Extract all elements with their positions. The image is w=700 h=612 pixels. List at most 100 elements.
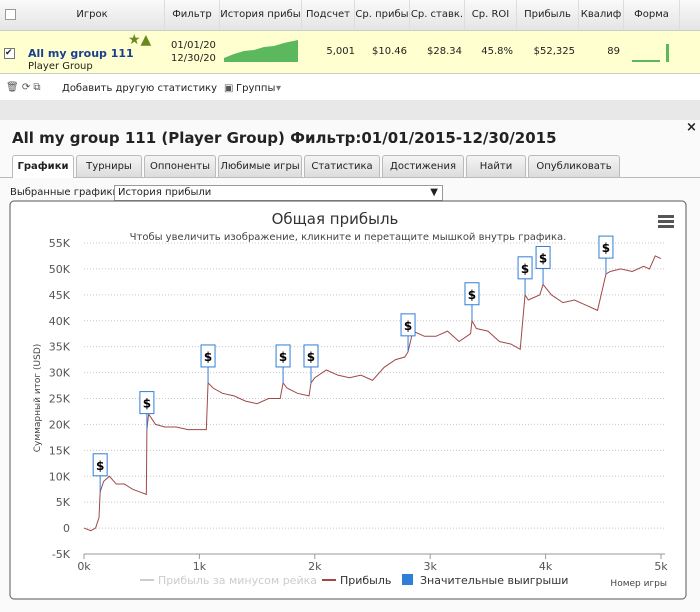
groups-caret[interactable]: ▾ bbox=[276, 83, 282, 94]
tab[interactable]: Достижения bbox=[382, 155, 464, 177]
tab-line bbox=[0, 177, 700, 178]
column-header[interactable]: Фильтр bbox=[165, 0, 220, 31]
form-bars bbox=[632, 44, 669, 62]
sparkline bbox=[224, 40, 298, 62]
column-header[interactable]: Ср. прибы bbox=[355, 0, 410, 31]
flag[interactable] bbox=[275, 344, 291, 368]
flag[interactable] bbox=[598, 235, 614, 259]
groups-icon[interactable]: ▣ bbox=[224, 83, 234, 94]
flag-label: $ bbox=[521, 262, 529, 276]
player-name[interactable]: All my group 111 bbox=[28, 47, 134, 60]
count-text: 5,001 bbox=[326, 46, 355, 57]
flag[interactable] bbox=[200, 344, 216, 368]
column-header[interactable]: Ср. ROI bbox=[465, 0, 517, 31]
data-row bbox=[0, 31, 700, 74]
x-tick-label: 5k bbox=[654, 560, 668, 573]
column-header[interactable]: Квалиф bbox=[579, 0, 624, 31]
add-stat[interactable]: Добавить другую статистику bbox=[62, 83, 218, 94]
tab[interactable]: Турниры bbox=[76, 155, 142, 177]
panel-title: All my group 111 (Player Group) Фильтр:0… bbox=[12, 129, 557, 147]
chart-subtitle: Чтобы увеличить изображение, кликните и … bbox=[130, 232, 567, 243]
y-tick-label: 45K bbox=[49, 289, 71, 302]
flag-label: $ bbox=[404, 319, 412, 333]
flag[interactable] bbox=[464, 282, 480, 306]
flag-label: $ bbox=[539, 251, 547, 265]
x-tick-label: 4k bbox=[539, 560, 553, 573]
roi-text: 45.8% bbox=[481, 46, 513, 57]
tab[interactable]: Опубликовать bbox=[528, 155, 620, 177]
row-check[interactable]: ✔ bbox=[4, 48, 15, 59]
count: 5,001 bbox=[302, 31, 355, 73]
x-tick-label: 2k bbox=[308, 560, 322, 573]
avg-profit: $10.46 bbox=[355, 31, 407, 73]
column-header[interactable]: Ср. ставк. bbox=[410, 0, 465, 31]
icons: ★▲ bbox=[128, 32, 152, 48]
column-header[interactable]: Игрок bbox=[20, 0, 165, 31]
tab[interactable]: Статистика bbox=[304, 155, 380, 177]
legend-item[interactable]: Прибыль за минусом рейка bbox=[158, 574, 317, 587]
y-tick-label: 35K bbox=[49, 341, 71, 354]
chart-title: Общая прибыль bbox=[272, 210, 399, 228]
chart-frame bbox=[9, 200, 687, 600]
y-tick-label: 50K bbox=[49, 263, 71, 276]
flag[interactable] bbox=[92, 453, 108, 477]
tab[interactable]: Любимые игры bbox=[218, 155, 302, 177]
x-axis-label: Номер игры bbox=[610, 579, 667, 589]
tab[interactable]: Графики bbox=[12, 155, 74, 178]
flag[interactable] bbox=[535, 245, 551, 269]
column-header[interactable]: Форма bbox=[624, 0, 680, 31]
separator bbox=[0, 100, 700, 120]
flag-label: $ bbox=[143, 397, 151, 411]
legend-symbol[interactable] bbox=[402, 574, 413, 585]
roi: 45.8% bbox=[465, 31, 513, 73]
x-tick-label: 0k bbox=[77, 560, 91, 573]
toolbar-icons[interactable]: 🗑 ⟳ ⧉ bbox=[6, 82, 41, 93]
player-type: Player Group bbox=[28, 61, 93, 72]
tab[interactable]: Найти bbox=[466, 155, 526, 177]
avg-profit-text: $10.46 bbox=[372, 46, 407, 57]
y-tick-label: -5K bbox=[52, 548, 71, 561]
column-header[interactable]: Подсчет bbox=[302, 0, 355, 31]
groups[interactable]: Группы bbox=[236, 83, 276, 94]
x-tick-label: 1k bbox=[193, 560, 207, 573]
close[interactable]: × bbox=[686, 120, 697, 135]
qualif-text: 89 bbox=[607, 46, 620, 57]
legend-item[interactable]: Прибыль bbox=[340, 574, 391, 587]
flag[interactable] bbox=[517, 256, 533, 280]
y-tick-label: 30K bbox=[49, 367, 71, 380]
y-tick-label: 15K bbox=[49, 444, 71, 457]
column-header[interactable]: История прибы bbox=[220, 0, 302, 31]
qualif: 89 bbox=[579, 31, 620, 73]
select-value: История прибыли bbox=[118, 187, 212, 198]
y-tick-label: 55K bbox=[49, 237, 71, 250]
avg-stake-text: $28.34 bbox=[427, 46, 462, 57]
filter-to: 12/30/20 bbox=[171, 53, 216, 64]
profit-line bbox=[83, 255, 662, 532]
legend-item[interactable]: Значительные выигрыши bbox=[420, 574, 568, 587]
flag-label: $ bbox=[96, 459, 104, 473]
filter-from: 01/01/20 bbox=[171, 40, 216, 51]
flag[interactable] bbox=[400, 313, 416, 337]
menu[interactable] bbox=[658, 215, 674, 228]
y-tick-label: 10K bbox=[49, 470, 71, 483]
flag[interactable] bbox=[303, 344, 319, 368]
profit-text: $52,325 bbox=[533, 46, 575, 57]
flag-label: $ bbox=[204, 350, 212, 364]
flag[interactable] bbox=[139, 391, 155, 415]
select-label: Выбранные графики: bbox=[10, 187, 123, 198]
column-header[interactable]: Прибыль bbox=[517, 0, 579, 31]
y-tick-label: 20K bbox=[49, 418, 71, 431]
header-end bbox=[680, 0, 700, 31]
y-tick-label: 0 bbox=[63, 522, 70, 535]
flag-label: $ bbox=[307, 350, 315, 364]
flag-label: $ bbox=[279, 350, 287, 364]
flag-label: $ bbox=[468, 288, 476, 302]
flag-label: $ bbox=[602, 241, 610, 255]
y-tick-label: 25K bbox=[49, 393, 71, 406]
avg-stake: $28.34 bbox=[410, 31, 462, 73]
y-tick-label: 5K bbox=[56, 496, 71, 509]
tab[interactable]: Оппоненты bbox=[144, 155, 216, 177]
profit: $52,325 bbox=[517, 31, 575, 73]
